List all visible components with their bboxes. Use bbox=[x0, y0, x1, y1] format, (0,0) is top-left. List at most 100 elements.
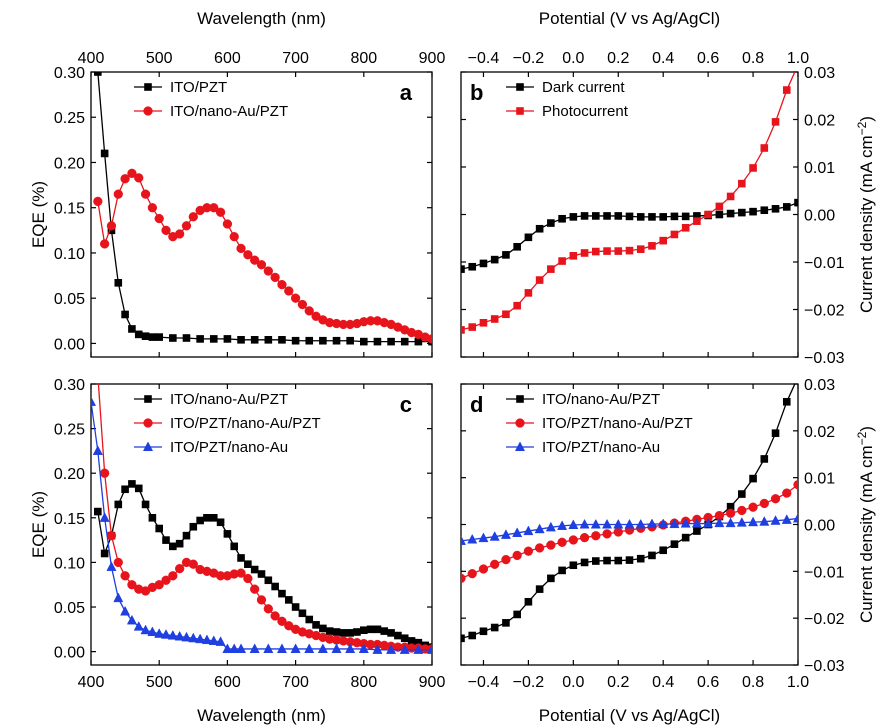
data-point bbox=[196, 516, 204, 525]
x-tick-label: 600 bbox=[214, 674, 241, 691]
y-tick-label: 0.02 bbox=[804, 424, 835, 441]
y-tick-label: 0.00 bbox=[804, 208, 835, 225]
data-point bbox=[120, 605, 131, 616]
x-tick-label: 0.2 bbox=[607, 674, 629, 691]
data-point bbox=[715, 202, 724, 211]
data-point bbox=[209, 335, 218, 343]
data-point bbox=[99, 512, 110, 522]
y-tick-label: −0.01 bbox=[804, 564, 845, 581]
data-point bbox=[501, 554, 511, 565]
data-point bbox=[128, 325, 136, 333]
data-point bbox=[736, 517, 747, 527]
data-point bbox=[196, 335, 204, 343]
data-point bbox=[263, 266, 273, 276]
data-point bbox=[670, 212, 679, 221]
x-tick-label: 900 bbox=[419, 50, 446, 67]
data-point bbox=[304, 306, 314, 316]
data-point bbox=[270, 611, 280, 621]
panel-letter: d bbox=[470, 392, 483, 417]
data-point bbox=[319, 336, 327, 345]
data-point bbox=[461, 535, 467, 545]
y-tick-label: 0.01 bbox=[804, 160, 835, 177]
data-point bbox=[771, 429, 780, 437]
data-point bbox=[154, 628, 165, 638]
y-tick-label: 0.05 bbox=[54, 291, 85, 308]
y-tick-label: 0.10 bbox=[54, 555, 85, 572]
x-axis-title: Wavelength (nm) bbox=[197, 9, 326, 28]
data-point bbox=[579, 532, 590, 543]
data-point bbox=[760, 144, 769, 152]
data-point bbox=[625, 212, 634, 221]
data-point bbox=[243, 250, 253, 260]
x-tick-label: 1.0 bbox=[787, 674, 809, 691]
data-point bbox=[127, 168, 137, 178]
data-point bbox=[387, 337, 395, 346]
data-point bbox=[748, 516, 759, 527]
series-2 bbox=[461, 512, 798, 545]
x-tick-label: 800 bbox=[350, 50, 377, 67]
legend-marker bbox=[516, 395, 524, 403]
y-tick-label: 0.30 bbox=[54, 65, 85, 82]
data-point bbox=[290, 293, 301, 303]
data-point bbox=[250, 584, 260, 594]
data-point bbox=[502, 619, 510, 627]
series-1 bbox=[93, 168, 432, 344]
data-point bbox=[782, 488, 792, 498]
y-tick-label: 0.03 bbox=[804, 65, 835, 82]
legend-label: ITO/PZT/nano-Au/PZT bbox=[542, 415, 693, 432]
data-point bbox=[558, 257, 566, 265]
data-point bbox=[154, 580, 164, 590]
panel-letter: c bbox=[400, 392, 412, 417]
data-point bbox=[244, 560, 252, 568]
data-point bbox=[725, 508, 736, 518]
data-point bbox=[659, 236, 667, 245]
data-point bbox=[243, 573, 253, 584]
data-point bbox=[557, 537, 567, 547]
data-point bbox=[182, 531, 191, 540]
data-point bbox=[569, 252, 578, 260]
data-point bbox=[181, 221, 192, 231]
data-point bbox=[237, 554, 245, 562]
data-point bbox=[568, 535, 578, 545]
data-point bbox=[195, 633, 206, 644]
data-point bbox=[461, 634, 465, 643]
y-tick-label: −0.01 bbox=[804, 255, 845, 272]
legend-label: Photocurrent bbox=[542, 103, 629, 120]
data-point bbox=[547, 574, 555, 583]
data-point bbox=[580, 212, 589, 220]
data-point bbox=[305, 615, 314, 624]
series-line bbox=[97, 172, 432, 340]
x-tick-label: 0.6 bbox=[697, 50, 719, 67]
data-point bbox=[592, 557, 600, 565]
x-tick-label: 0.0 bbox=[562, 674, 584, 691]
data-point bbox=[569, 213, 578, 221]
data-point bbox=[181, 631, 192, 642]
data-point bbox=[127, 580, 137, 590]
data-point bbox=[591, 531, 601, 541]
data-point bbox=[534, 543, 545, 553]
data-point bbox=[759, 498, 769, 509]
data-point bbox=[91, 396, 97, 406]
y-tick-label: −0.03 bbox=[804, 658, 845, 675]
y-tick-label: 0.30 bbox=[54, 377, 85, 394]
data-point bbox=[782, 397, 791, 406]
data-point bbox=[558, 214, 566, 223]
data-point bbox=[169, 334, 177, 342]
data-point bbox=[271, 582, 279, 591]
data-point bbox=[319, 624, 327, 633]
data-point bbox=[126, 614, 137, 625]
x-axis-title: Potential (V vs Ag/AgCl) bbox=[539, 706, 720, 725]
data-point bbox=[250, 565, 259, 574]
data-point bbox=[500, 529, 511, 539]
data-point bbox=[748, 502, 758, 512]
data-point bbox=[726, 502, 735, 511]
data-point bbox=[121, 485, 129, 494]
data-point bbox=[413, 644, 424, 654]
legend-marker bbox=[143, 418, 153, 428]
data-point bbox=[490, 623, 499, 632]
data-point bbox=[648, 551, 656, 560]
data-point bbox=[726, 192, 735, 201]
data-point bbox=[478, 564, 489, 574]
series-line bbox=[97, 483, 432, 648]
